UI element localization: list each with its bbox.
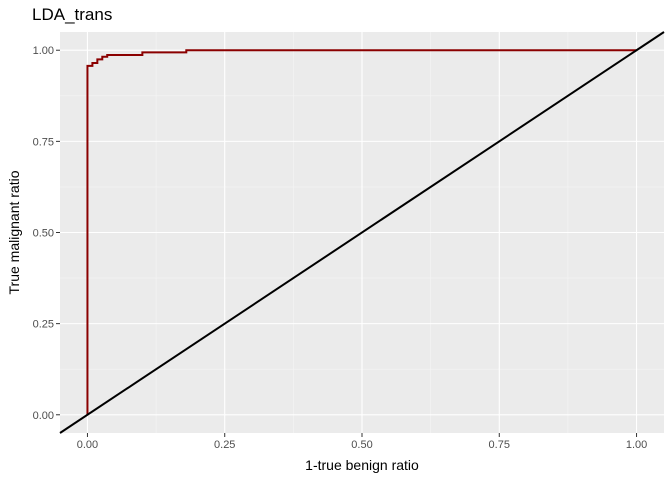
x-tick-label: 0.00 xyxy=(77,439,98,451)
diagonal-reference-line xyxy=(59,31,665,434)
series-layer xyxy=(59,31,665,434)
y-tick-label: 0.50 xyxy=(33,228,54,240)
x-tick-label: 0.50 xyxy=(351,439,372,451)
y-axis: 0.00 0.25 0.50 0.75 1.00 xyxy=(33,45,60,422)
x-tick-label: 1.00 xyxy=(626,439,647,451)
x-axis: 0.00 0.25 0.50 0.75 1.00 xyxy=(77,433,647,451)
chart-title: LDA_trans xyxy=(32,5,113,24)
y-axis-title: True malignant ratio xyxy=(6,170,22,294)
x-tick-label: 0.75 xyxy=(489,439,510,451)
y-tick-label: 0.00 xyxy=(33,410,54,422)
y-tick-label: 0.75 xyxy=(33,136,54,148)
x-axis-title: 1-true benign ratio xyxy=(305,457,419,473)
x-tick-label: 0.25 xyxy=(214,439,235,451)
y-tick-label: 1.00 xyxy=(33,45,54,57)
roc-curve-line xyxy=(86,49,637,415)
y-tick-label: 0.25 xyxy=(33,319,54,331)
